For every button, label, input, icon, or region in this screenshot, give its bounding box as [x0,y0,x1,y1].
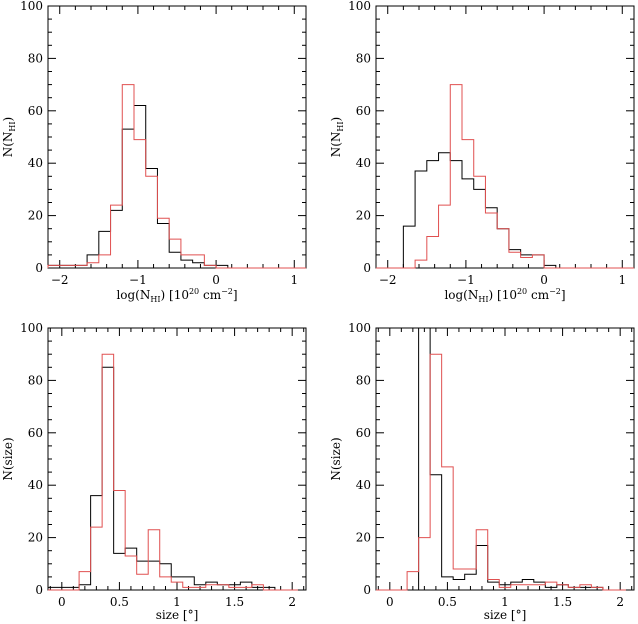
y-axis-label: N(NHI) [329,117,345,158]
plot-frame [47,327,307,591]
y-tick-label: 0 [363,261,371,275]
x-axis-label: log(NHI) [1020 cm−2] [444,287,565,304]
series-red-histogram [376,84,634,269]
y-tick-label: 80 [356,373,371,387]
y-tick-label: 60 [356,104,371,118]
y-tick-label: 0 [363,583,371,597]
y-tick-label: 20 [356,209,371,223]
x-tick-label: 2 [616,595,624,609]
series-red-histogram [47,84,306,269]
x-axis-label: log(NHI) [1020 cm−2] [116,287,237,304]
y-axis-label: N(size) [1,437,15,480]
x-ticks: 0 0.5 1 1.5 2 [377,328,633,609]
x-tick-label: −1 [129,273,147,287]
y-tick-label: 40 [356,478,371,492]
series-black-histogram [376,152,634,269]
y-tick-label: 60 [28,426,43,440]
y-axis-label: N(size) [329,437,343,480]
x-tick-label: −2 [379,273,397,287]
plot-frame [47,5,307,269]
y-tick-label: 100 [20,321,43,335]
y-tick-label: 60 [356,426,371,440]
y-tick-label: 100 [348,321,371,335]
x-tick-label: −1 [457,273,475,287]
series-group [376,84,634,269]
y-ticks: 0 20 40 60 80 100 [348,321,634,597]
x-ticks: −2 −1 0 1 [51,6,298,287]
y-tick-label: 100 [20,0,43,13]
x-axis-label: size [°] [484,608,527,622]
x-tick-label: 1 [618,273,626,287]
y-ticks: 0 20 40 60 80 100 [20,321,306,597]
panel-top-left: 0 20 40 60 80 100 −2 −1 0 1 log(NHI) [1020 cm−2]… [1,0,307,304]
plot-frame [375,327,635,591]
x-tick-label: 1.5 [553,595,572,609]
x-tick-label: 0 [212,273,220,287]
x-axis-label: size [°] [156,608,199,622]
series-black-histogram [47,105,306,269]
y-tick-label: 0 [35,261,43,275]
y-ticks: 0 20 40 60 80 100 [20,0,306,275]
series-group [376,327,626,591]
x-tick-label: 1 [290,273,298,287]
x-tick-label: 0.5 [438,595,457,609]
series-red-histogram [48,353,298,591]
panel-top-right: 0 20 40 60 80 100 −2 −1 0 1 log(NHI) [1020 cm−2]… [329,0,635,304]
x-tick-label: 1.5 [225,595,244,609]
x-tick-label: 0 [386,595,394,609]
x-ticks: 0 0.5 1 1.5 2 [49,328,305,609]
y-tick-label: 0 [35,583,43,597]
y-tick-label: 80 [356,51,371,65]
y-tick-label: 60 [28,104,43,118]
y-tick-label: 100 [348,0,371,13]
y-tick-label: 20 [28,531,43,545]
x-tick-label: 1 [173,595,181,609]
x-tick-label: 1 [501,595,509,609]
series-group [47,353,298,591]
panel-bottom-right: 0 20 40 60 80 100 0 0.5 1 1.5 2 size [°] N(size) [329,321,635,622]
x-tick-label: 0.5 [110,595,129,609]
y-axis-label: N(NHI) [1,117,17,158]
series-red-histogram [376,353,626,591]
series-group [47,84,306,269]
x-tick-label: −2 [51,273,69,287]
y-tick-label: 40 [28,156,43,170]
x-ticks: −2 −1 0 1 [379,6,626,287]
panel-bottom-left: 0 20 40 60 80 100 0 0.5 1 1.5 2 size [°] N(size) [1,321,307,622]
x-tick-label: 0 [540,273,548,287]
x-tick-label: 0 [58,595,66,609]
series-black-histogram [376,327,626,591]
x-tick-label: 2 [288,595,296,609]
y-tick-label: 40 [356,156,371,170]
y-ticks: 0 20 40 60 80 100 [348,0,634,275]
y-tick-label: 80 [28,373,43,387]
y-tick-label: 40 [28,478,43,492]
y-tick-label: 80 [28,51,43,65]
y-tick-label: 20 [28,209,43,223]
y-tick-label: 20 [356,531,371,545]
series-black-histogram [47,366,298,591]
